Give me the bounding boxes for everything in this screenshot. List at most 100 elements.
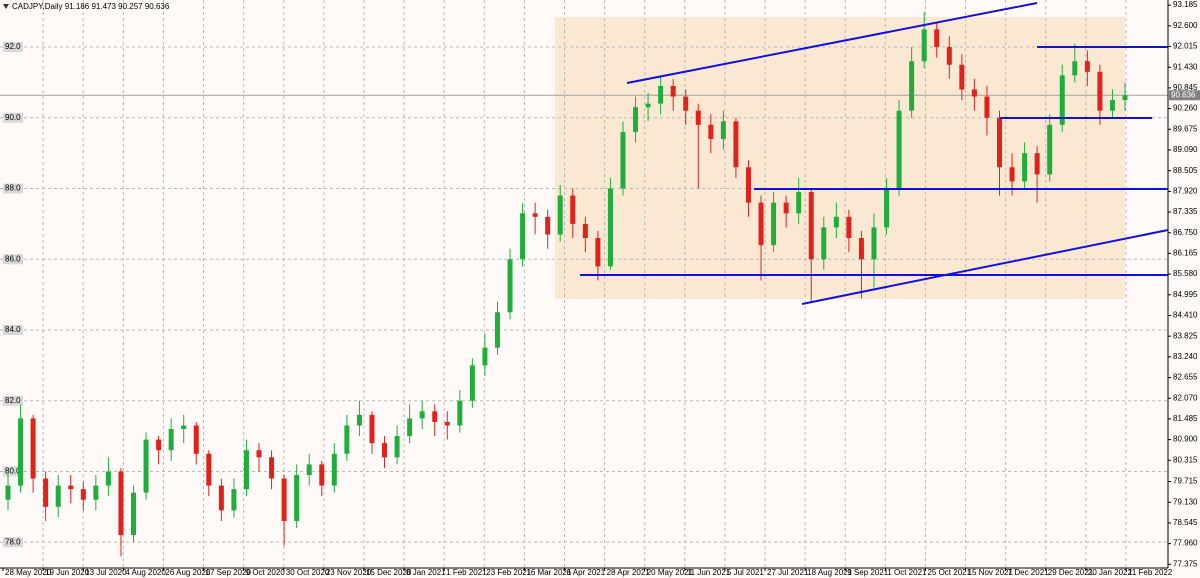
trend-line <box>801 229 1169 305</box>
candle-body <box>193 425 199 454</box>
candle-body <box>934 29 940 48</box>
candle-body <box>1022 153 1028 182</box>
candle-body <box>369 414 375 444</box>
candle-body <box>43 478 49 507</box>
x-tick-label: 7 Dec 2021 <box>1008 568 1049 577</box>
x-tick-label: 9 Sep 2021 <box>847 568 888 577</box>
candle-body <box>1047 124 1053 175</box>
candle-body <box>407 418 413 437</box>
candle-body <box>344 425 350 454</box>
candle-body <box>545 216 551 235</box>
x-tick-label: 6 Apr 2021 <box>567 568 606 577</box>
trend-line <box>626 2 1038 84</box>
candle-body <box>771 202 777 246</box>
candle-body <box>921 29 927 62</box>
x-tick-label: 25 Oct 2021 <box>927 568 971 577</box>
grid: 92.0 90.0 88.0 86.0 84.0 82.0 80.0 78.0 <box>0 0 1168 568</box>
x-tick-label: 1 Feb 2021 <box>446 568 487 577</box>
y-tick-label: 87.920 <box>1173 186 1198 195</box>
candle-body <box>356 414 362 426</box>
candle-body <box>331 453 337 486</box>
y-tick-label: 77.375 <box>1173 559 1198 568</box>
candle-body <box>482 347 488 366</box>
candle-body <box>294 474 300 521</box>
level-label-box <box>3 324 23 335</box>
candle-body <box>444 421 450 426</box>
candle-body <box>131 492 137 536</box>
candle-body <box>206 453 212 486</box>
y-tick-label: 79.715 <box>1173 477 1198 486</box>
current-price-box <box>1169 90 1200 101</box>
x-tick-label: 9 Oct 2020 <box>246 568 286 577</box>
candle-body <box>557 195 563 235</box>
candle-body <box>218 485 224 511</box>
candle-body <box>607 188 613 267</box>
candle-body <box>633 107 639 132</box>
x-tick-label: 28 Apr 2021 <box>607 568 651 577</box>
x-tick-label: 5 Jul 2021 <box>727 568 764 577</box>
x-tick-label: 28 May 2020 <box>5 568 52 577</box>
candle-body <box>871 227 877 260</box>
candle-body <box>80 489 86 500</box>
candle-body <box>1059 75 1065 125</box>
candle-body <box>507 259 513 313</box>
candle-body <box>419 411 425 419</box>
x-tick-label: 20 May 2021 <box>647 568 694 577</box>
candle-body <box>645 103 651 108</box>
candle-body <box>909 61 915 111</box>
candle-body <box>382 443 388 458</box>
candle-body <box>846 216 852 239</box>
y-tick-label: 84.410 <box>1173 311 1198 320</box>
x-tick-label: 4 Aug 2020 <box>125 568 166 577</box>
candle-body <box>156 439 162 451</box>
y-tick-label: 83.825 <box>1173 331 1198 340</box>
y-tick-label: 85.580 <box>1173 269 1198 278</box>
candle-body <box>896 110 902 189</box>
candle-body <box>884 188 890 228</box>
candle-body <box>105 471 111 486</box>
y-tick-label: 80.315 <box>1173 455 1198 464</box>
candle-body <box>971 89 977 97</box>
y-tick-label: 78.545 <box>1173 518 1198 527</box>
candle-body <box>432 411 438 422</box>
y-tick-label: 86.165 <box>1173 249 1198 258</box>
candle-body <box>658 85 664 104</box>
candle-body <box>1122 95 1128 101</box>
candle-body <box>5 485 11 500</box>
candle-body <box>168 429 174 451</box>
x-tick-label: 19 Jun 2020 <box>45 568 90 577</box>
candle-body <box>532 213 538 217</box>
level-label-box <box>3 537 23 548</box>
candle-body <box>30 418 36 479</box>
candle-body <box>1009 167 1015 182</box>
candle-body <box>946 47 952 65</box>
y-tick-label: 92.015 <box>1173 42 1198 51</box>
x-tick-label: 11 Feb 2022 <box>1128 568 1173 577</box>
y-tick-label: 91.430 <box>1173 62 1198 71</box>
candle-body <box>93 485 99 500</box>
level-label-box <box>3 42 23 53</box>
candle-body <box>582 223 588 239</box>
menu-icon[interactable] <box>3 4 9 9</box>
level-label-box <box>3 112 23 123</box>
y-tick-label: 84.995 <box>1173 290 1198 299</box>
y-tick-label: 93.185 <box>1173 0 1198 9</box>
y-tick-label: 90.845 <box>1173 83 1198 92</box>
x-tick-label: 16 Mar 2021 <box>526 568 571 577</box>
candle-body <box>394 436 400 458</box>
y-tick-label: 80.900 <box>1173 435 1198 444</box>
candle-body <box>570 195 576 224</box>
candle-body <box>796 192 802 214</box>
x-tick-label: 23 Nov 2020 <box>326 568 372 577</box>
candle-body <box>733 121 739 168</box>
level-label: 84.0 <box>5 325 21 334</box>
y-tick-label: 88.505 <box>1173 166 1198 175</box>
candle-body <box>821 227 827 260</box>
candle-body <box>695 110 701 125</box>
y-tick-label: 89.675 <box>1173 124 1198 133</box>
candle-body <box>520 213 526 260</box>
level-label-box <box>3 466 23 477</box>
x-tick-label: 17 Sep 2020 <box>206 568 252 577</box>
candle-body <box>996 117 1002 168</box>
y-tick-label: 86.750 <box>1173 228 1198 237</box>
